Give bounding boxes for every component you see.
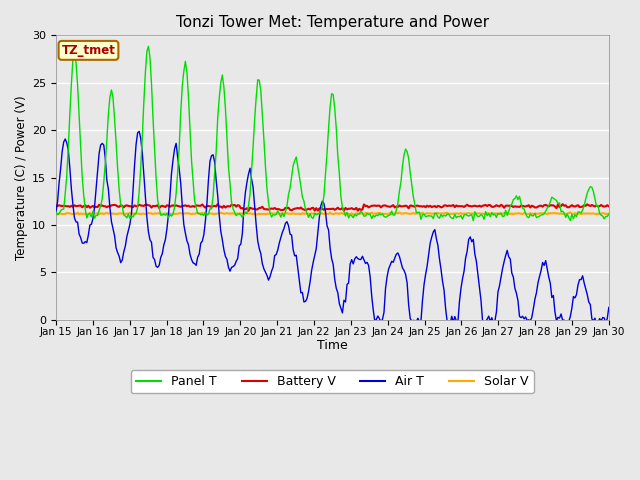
Title: Tonzi Tower Met: Temperature and Power: Tonzi Tower Met: Temperature and Power [176, 15, 489, 30]
Legend: Panel T, Battery V, Air T, Solar V: Panel T, Battery V, Air T, Solar V [131, 370, 534, 393]
X-axis label: Time: Time [317, 339, 348, 352]
Y-axis label: Temperature (C) / Power (V): Temperature (C) / Power (V) [15, 95, 28, 260]
Text: TZ_tmet: TZ_tmet [61, 44, 115, 57]
